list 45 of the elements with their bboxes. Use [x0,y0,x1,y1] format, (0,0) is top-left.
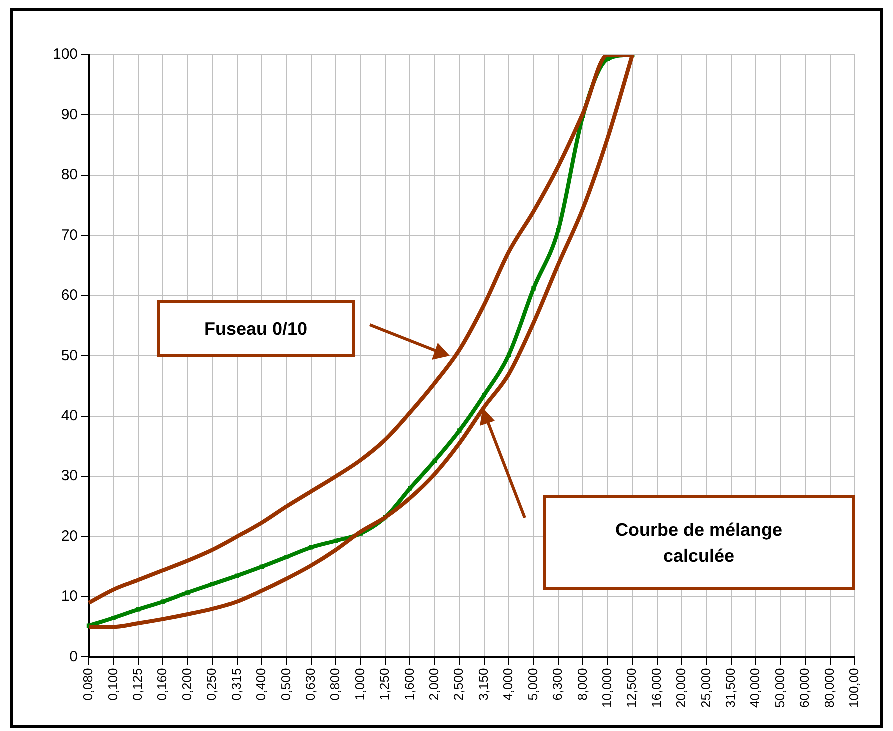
y-tick-label: 10 [61,588,78,606]
x-tick-label: 60,000 [797,668,812,708]
x-tick-label: 10,000 [599,668,614,708]
text-box: Fuseau 0/10 [157,300,355,357]
x-tick-label: 20,000 [674,668,689,708]
x-tick-label: 25,000 [698,668,714,708]
x-tick-label: 0,080 [80,668,96,701]
y-tick-label: 80 [61,166,78,184]
x-tick-label: 0,250 [204,668,220,701]
text-box: Courbe de mélange calculée [543,495,855,590]
x-tick-label: 0,160 [154,668,170,701]
x-tick-label: 40,000 [748,668,763,708]
x-tick-label: 0,800 [328,668,343,701]
y-tick-label: 70 [61,226,78,244]
x-tick-label: 0,100 [105,668,120,701]
y-tick-label: 20 [61,528,78,545]
x-tick-label: 1,000 [352,668,368,701]
y-tick-label: 100 [52,46,78,64]
x-tick-label: 0,125 [130,668,146,701]
y-tick-label: 50 [61,347,78,364]
x-tick-label: 100,00 [846,668,862,708]
x-tick-label: 5,000 [525,668,540,701]
y-tick-label: 90 [61,106,78,124]
x-tick-label: 0,500 [278,668,294,701]
x-tick-label: 80,000 [822,668,837,708]
y-tick-label: 40 [61,407,78,424]
x-tick-label: 6,300 [550,668,566,701]
y-tick-label: 30 [61,468,78,485]
x-tick-label: 0,200 [179,668,194,701]
x-tick-label: 16,000 [648,668,664,708]
x-tick-label: 8,000 [574,668,590,701]
y-tick-label: 0 [70,648,78,666]
x-tick-label: 50,000 [772,668,788,708]
x-tick-label: 4,000 [500,668,516,701]
x-tick-label: 1,250 [377,668,392,701]
x-tick-label: 0,315 [228,668,244,701]
x-tick-label: 2,500 [451,668,466,701]
x-tick-label: 1,600 [402,668,417,701]
x-tick-label: 0,400 [254,668,269,701]
x-tick-label: 3,150 [476,668,491,701]
x-tick-label: 31,500 [723,668,738,708]
x-tick-label: 2,000 [426,668,442,701]
y-tick-label: 60 [61,287,78,304]
x-tick-label: 12,500 [624,668,640,708]
x-tick-label: 0,630 [302,668,318,701]
